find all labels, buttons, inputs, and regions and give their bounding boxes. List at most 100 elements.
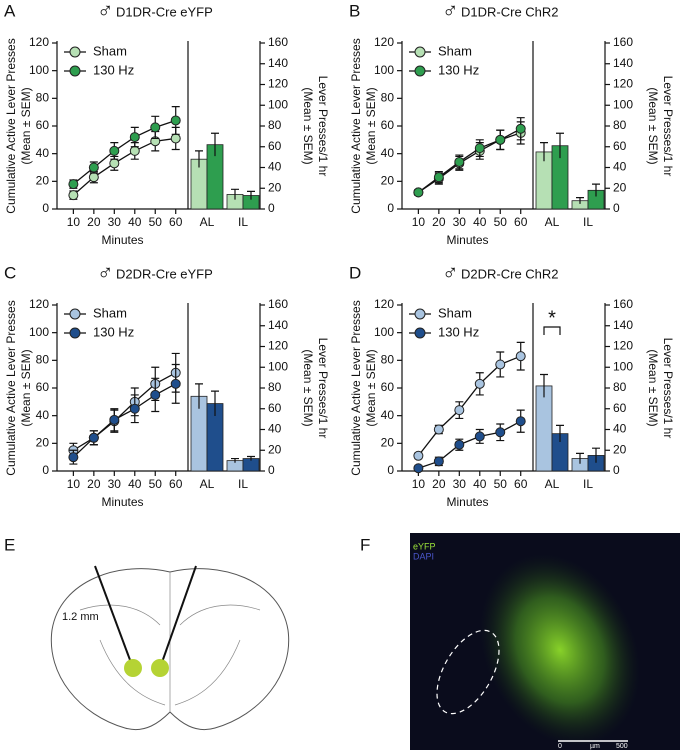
marker — [88, 432, 99, 443]
legend-marker — [69, 65, 81, 77]
y-axis-label: Cumulative Active Lever Presses — [349, 38, 363, 213]
y2-axis-label: Lever Presses/1 hr — [661, 338, 675, 439]
y-tick-label: 40 — [381, 146, 395, 160]
legend-marker — [414, 308, 426, 320]
y-tick-label: 0 — [387, 201, 394, 215]
y2-tick-label: 140 — [268, 56, 288, 70]
panel-letter: A — [4, 1, 16, 20]
x-axis-label: Minutes — [101, 233, 143, 247]
x-axis-label: Minutes — [101, 495, 143, 509]
y2-tick-label: 120 — [613, 77, 633, 91]
y-tick-label: 40 — [36, 408, 50, 422]
y-tick-label: 100 — [374, 63, 394, 77]
legend-marker — [414, 65, 426, 77]
y-axis-label: (Mean ± SEM) — [19, 349, 33, 426]
region-outline — [436, 629, 500, 715]
y2-axis-label: (Mean ± SEM) — [301, 87, 315, 164]
y-tick-label: 40 — [381, 408, 395, 422]
significance: * — [548, 307, 556, 329]
bar — [535, 385, 553, 472]
y-tick-label: 80 — [36, 353, 50, 367]
bracket — [543, 326, 561, 335]
error-bar — [231, 188, 239, 200]
expression — [479, 553, 641, 747]
y2-tick-label: 120 — [613, 339, 633, 353]
error-bar — [211, 390, 219, 417]
sex-symbol: ♂ — [97, 260, 114, 285]
x-tick-label: 50 — [149, 477, 163, 491]
sex-symbol: ♂ — [442, 260, 459, 285]
x-tick-label: 10 — [67, 215, 81, 229]
marker — [433, 172, 444, 183]
x-axis-label: Minutes — [446, 495, 488, 509]
y2-tick-label: 140 — [613, 318, 633, 332]
y2-tick-label: 20 — [613, 180, 627, 194]
y-axis-label: (Mean ± SEM) — [19, 87, 33, 164]
scale-label: 0 — [558, 743, 562, 750]
x-tick-label: 10 — [412, 477, 426, 491]
marker — [413, 187, 424, 198]
error-bar — [247, 455, 255, 461]
legend-marker — [414, 327, 426, 339]
x-tick-label: 40 — [473, 477, 487, 491]
y2-tick-label: 80 — [613, 380, 627, 394]
marker — [68, 179, 79, 190]
series-line — [418, 132, 521, 193]
marker — [413, 463, 424, 474]
panel-letter: F — [360, 535, 370, 554]
panel-e: E 1.2 mm — [4, 535, 290, 730]
panel-letter: B — [349, 1, 360, 20]
marker — [150, 122, 161, 133]
y-tick-label: 20 — [381, 174, 395, 188]
y2-tick-label: 100 — [613, 359, 633, 373]
y-tick-label: 0 — [42, 201, 49, 215]
y-axis-label: (Mean ± SEM) — [364, 349, 378, 426]
y-axis-label: Cumulative Active Lever Presses — [4, 38, 18, 213]
y2-tick-label: 80 — [613, 118, 627, 132]
fiber — [94, 565, 134, 669]
channel-label: DAPI — [413, 551, 434, 561]
marker — [109, 414, 120, 425]
x-tick-label: IL — [583, 215, 593, 229]
y2-tick-label: 160 — [268, 35, 288, 49]
y2-tick-label: 60 — [613, 401, 627, 415]
y2-tick-label: 60 — [613, 139, 627, 153]
series-line — [72, 383, 177, 458]
error-bar — [540, 373, 548, 398]
y2-tick-label: 80 — [268, 380, 282, 394]
y-tick-label: 100 — [29, 325, 49, 339]
marker — [129, 403, 140, 414]
sex-symbol: ♂ — [97, 0, 114, 23]
y2-axis-label: (Mean ± SEM) — [646, 87, 660, 164]
x-tick-label: 10 — [67, 477, 81, 491]
legend-label: Sham — [93, 43, 127, 58]
marker — [474, 143, 485, 154]
series-line — [418, 420, 522, 469]
y2-tick-label: 140 — [613, 56, 633, 70]
marker — [88, 172, 99, 183]
y-tick-label: 120 — [29, 297, 49, 311]
y-tick-label: 60 — [36, 380, 50, 394]
y-tick-label: 40 — [36, 146, 50, 160]
y-tick-label: 100 — [29, 63, 49, 77]
marker — [170, 115, 181, 126]
marker — [129, 132, 140, 143]
x-tick-label: IL — [583, 477, 593, 491]
series-line — [73, 372, 177, 451]
y2-tick-label: 20 — [268, 442, 282, 456]
marker — [68, 452, 79, 463]
legend-label: Sham — [93, 305, 127, 320]
marker — [515, 416, 526, 427]
marker — [150, 389, 161, 400]
x-tick-label: 60 — [514, 215, 528, 229]
marker — [495, 359, 506, 370]
x-tick-label: 60 — [169, 477, 183, 491]
error-bar — [540, 142, 548, 162]
y-tick-label: 120 — [29, 35, 49, 49]
y2-tick-label: 60 — [268, 401, 282, 415]
legend-label: 130 Hz — [93, 62, 134, 77]
y2-tick-label: 80 — [268, 118, 282, 132]
y2-tick-label: 160 — [268, 297, 288, 311]
y-tick-label: 60 — [381, 118, 395, 132]
